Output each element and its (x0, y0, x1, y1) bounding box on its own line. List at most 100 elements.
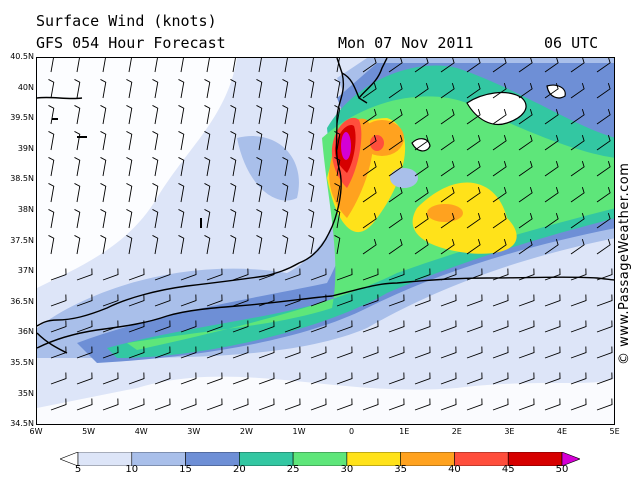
wind-barb (204, 105, 211, 125)
wind-barb (492, 134, 507, 151)
wind-barb (76, 346, 93, 359)
wind-barb (232, 268, 249, 281)
wind-barb (518, 398, 535, 411)
wind-barb (48, 79, 55, 99)
wind-barb (492, 108, 507, 125)
wind-barb (154, 58, 158, 73)
wind-barb (180, 372, 197, 385)
wind-barb (492, 398, 509, 411)
wind-barb (362, 238, 377, 255)
wind-barb (388, 134, 403, 151)
wind-barb (440, 372, 457, 385)
wind-barb (570, 346, 587, 359)
coastlines (37, 58, 614, 354)
wind-barb (308, 131, 315, 151)
legend-swatch (507, 452, 563, 466)
wind-barb (178, 131, 185, 151)
wind-barb (258, 346, 275, 359)
wind-barb (100, 183, 107, 203)
wind-barb (492, 212, 507, 229)
wind-barb (596, 294, 613, 307)
wind-barb (232, 320, 249, 333)
wind-barb (544, 134, 559, 151)
wind-barb (48, 183, 55, 203)
wind-barb (180, 268, 197, 281)
wind-barb (180, 320, 197, 333)
wind-barb (518, 294, 535, 307)
wind-barb (570, 108, 585, 125)
wind-barb (518, 212, 533, 229)
wind-barb (570, 82, 585, 99)
wind-barb (466, 186, 481, 203)
forecast-time: 06 UTC (544, 34, 599, 52)
wind-barb (74, 209, 81, 229)
wind-band-40kt-east (427, 204, 463, 222)
wind-barb (100, 209, 107, 229)
wind-barb (152, 79, 159, 99)
wind-barb (178, 183, 185, 203)
wind-barb (102, 58, 106, 73)
wind-barb (232, 294, 249, 307)
wind-barb (152, 183, 159, 203)
wind-barb (544, 294, 561, 307)
wind-barb (466, 320, 483, 333)
wind-barb (284, 268, 301, 281)
wind-barb (152, 131, 159, 151)
wind-barb (76, 372, 93, 385)
wind-barb (126, 209, 133, 229)
wind-barb (544, 212, 559, 229)
longitude-label: 2E (451, 427, 462, 436)
wind-barb (152, 235, 159, 255)
wind-barb (492, 186, 507, 203)
wind-barb (414, 346, 431, 359)
wind-barb (414, 320, 431, 333)
wind-barb (414, 134, 429, 151)
wind-barb (388, 108, 403, 125)
wind-barb (206, 320, 223, 333)
wind-barb (258, 58, 262, 73)
wind-barb (100, 157, 107, 177)
wind-barb (570, 398, 587, 411)
wind-barb (544, 58, 559, 73)
wind-barb (204, 157, 211, 177)
wind-barb (102, 372, 119, 385)
island-ibiza (411, 138, 431, 152)
wind-barb (596, 160, 611, 177)
wind-barb (256, 157, 263, 177)
wind-barb (284, 294, 301, 307)
wind-barb (492, 238, 507, 255)
wind-barb (544, 82, 559, 99)
wind-barb (74, 157, 81, 177)
wind-barb (76, 398, 93, 411)
wind-barb (362, 398, 379, 411)
wind-barb (570, 212, 585, 229)
wind-barb (466, 238, 481, 255)
legend-label: 5 (74, 464, 82, 475)
wind-barb (128, 294, 145, 307)
wind-barb (388, 212, 403, 229)
wind-barb (336, 320, 353, 333)
wind-barb (230, 79, 237, 99)
wind-barb (440, 212, 455, 229)
wind-barb (258, 320, 275, 333)
wind-barb (388, 186, 403, 203)
legend-swatch (292, 452, 348, 466)
wind-barb (518, 58, 533, 73)
wind-barb (258, 268, 275, 281)
longitude-label: 4E (556, 427, 568, 436)
wind-barb (204, 209, 211, 229)
wind-barb (414, 372, 431, 385)
latitude-label: 40.5N (10, 52, 34, 61)
wind-barb (282, 157, 289, 177)
wind-barb (334, 157, 341, 177)
wind-barb (466, 160, 481, 177)
wind-barb (518, 134, 533, 151)
calm-zone-balearics (390, 168, 418, 188)
legend-swatch (131, 452, 186, 466)
wind-barb (180, 346, 197, 359)
legend-swatch (400, 452, 455, 466)
wind-barb (152, 105, 159, 125)
wind-barb (334, 105, 341, 125)
wind-barb (388, 238, 403, 255)
wind-barb (414, 108, 429, 125)
